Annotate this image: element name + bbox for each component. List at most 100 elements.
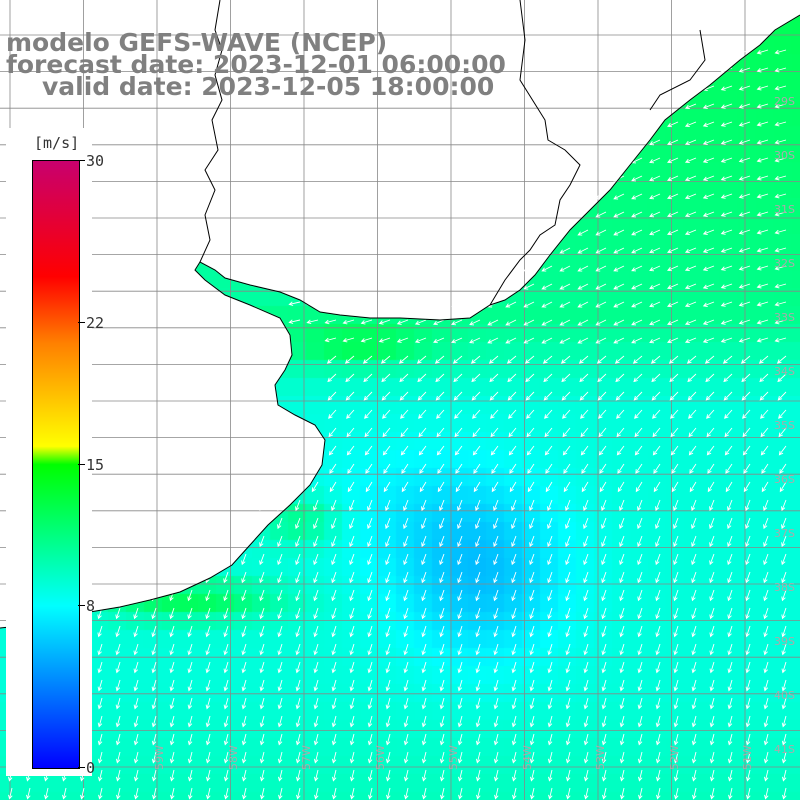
wind-arrow	[691, 571, 697, 584]
wind-arrow	[709, 733, 715, 746]
wind-arrow	[545, 463, 553, 474]
wind-arrow	[133, 769, 139, 782]
wind-arrow	[684, 319, 697, 326]
map-title-forecast-date: forecast date: 2023-12-01 06:00:00	[6, 50, 506, 79]
wind-arrow	[527, 463, 535, 474]
wind-arrow	[529, 535, 535, 548]
wind-arrow	[634, 409, 643, 419]
wind-arrow	[349, 571, 355, 584]
wind-arrow	[781, 517, 787, 530]
wind-arrow	[667, 247, 679, 254]
wind-arrow	[602, 787, 607, 800]
wind-arrow	[631, 337, 643, 344]
wind-arrow	[347, 463, 355, 474]
wind-arrow	[702, 229, 715, 235]
wind-arrow	[745, 715, 751, 728]
wind-arrow	[529, 517, 535, 530]
wind-arrow	[457, 751, 463, 764]
wind-arrow	[511, 553, 517, 566]
wind-arrow	[469, 319, 481, 326]
wind-arrow	[684, 211, 697, 218]
wind-arrow	[489, 373, 499, 383]
wind-arrow	[619, 751, 625, 764]
wind-arrow	[493, 535, 499, 548]
wind-arrow	[619, 499, 625, 512]
colorbar-tick-label: 0	[86, 759, 96, 777]
wind-arrow	[493, 571, 499, 584]
latitude-label: 31S	[774, 203, 795, 216]
wind-arrow	[470, 355, 481, 364]
wind-arrow	[601, 499, 607, 512]
wind-arrow	[583, 733, 589, 746]
wind-arrow	[777, 373, 787, 383]
wind-arrow	[673, 679, 679, 692]
wind-arrow	[577, 337, 589, 344]
wind-arrow	[702, 301, 715, 307]
wind-arrow	[563, 463, 571, 474]
wind-arrow	[385, 589, 391, 602]
wind-arrow	[758, 355, 769, 364]
wind-arrow	[738, 67, 751, 73]
wind-arrow	[404, 787, 409, 800]
wind-arrow	[385, 607, 391, 620]
wind-arrow	[115, 697, 121, 710]
wind-arrow	[259, 499, 265, 512]
wind-arrow	[562, 427, 571, 438]
wind-arrow	[652, 445, 661, 456]
wind-arrow	[547, 661, 553, 674]
wind-arrow	[475, 571, 481, 584]
wind-arrow	[313, 607, 319, 620]
wind-arrow	[667, 319, 679, 326]
wind-arrow	[259, 625, 265, 638]
wind-arrow	[259, 751, 265, 764]
wind-arrow	[169, 733, 175, 746]
wind-arrow	[565, 535, 571, 548]
wind-arrow	[313, 499, 319, 512]
wind-arrow	[259, 571, 265, 584]
wind-arrow	[367, 661, 373, 674]
wind-arrow	[670, 409, 679, 419]
wind-arrow	[324, 301, 337, 307]
wind-arrow	[759, 373, 769, 383]
wind-arrow	[169, 661, 175, 674]
wind-arrow	[493, 589, 499, 602]
wind-arrow	[365, 463, 373, 474]
wind-arrow	[475, 499, 481, 512]
wind-arrow	[97, 661, 103, 674]
wind-arrow	[653, 463, 661, 474]
wind-arrow	[259, 589, 265, 602]
wind-arrow	[637, 769, 643, 782]
wind-arrow	[727, 751, 733, 764]
wind-arrow	[763, 661, 769, 674]
wind-arrow	[633, 391, 643, 401]
wind-arrow	[782, 787, 787, 800]
wind-arrow	[649, 301, 661, 308]
wind-arrow	[781, 589, 787, 602]
wind-arrow	[363, 373, 373, 383]
wind-arrow	[488, 355, 499, 364]
wind-arrow	[547, 517, 553, 530]
wind-arrow	[619, 661, 625, 674]
wind-arrow	[774, 211, 787, 217]
wind-arrow	[349, 589, 355, 602]
wind-arrow	[529, 697, 535, 710]
wind-arrow	[763, 553, 769, 566]
wind-arrow	[559, 247, 571, 254]
wind-arrow	[565, 607, 571, 620]
wind-arrow	[774, 67, 787, 73]
wind-arrow	[565, 571, 571, 584]
wind-arrow	[344, 355, 355, 364]
wind-arrow	[364, 409, 373, 419]
wind-arrow	[331, 589, 337, 602]
wind-arrow	[727, 607, 733, 620]
wind-arrow	[559, 265, 571, 272]
wind-arrow	[781, 571, 787, 584]
wind-arrow	[720, 103, 733, 109]
wind-arrow	[745, 733, 751, 746]
wind-arrow	[439, 625, 445, 638]
wind-arrow	[421, 679, 427, 692]
wind-arrow	[385, 571, 391, 584]
wind-arrow	[313, 769, 319, 782]
wind-arrow	[475, 697, 481, 710]
wind-arrow	[565, 769, 571, 782]
